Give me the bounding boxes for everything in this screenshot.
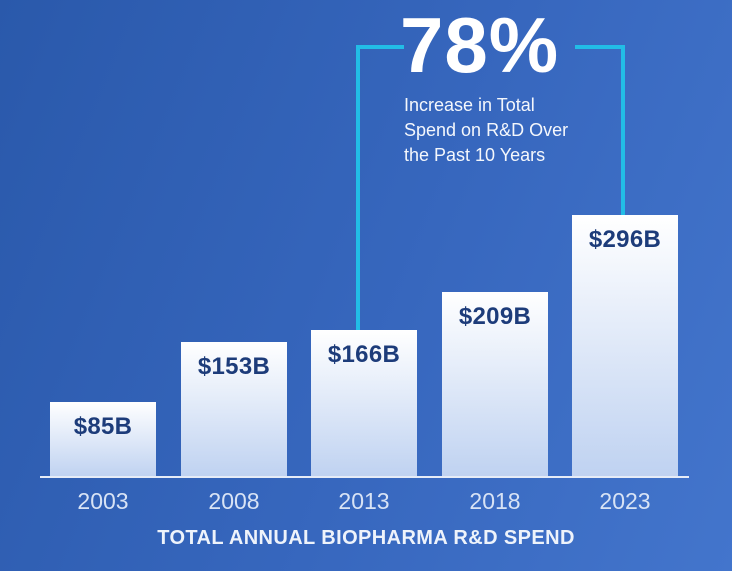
bar-2023: $296B	[572, 215, 678, 477]
category-label: 2013	[338, 488, 390, 514]
category-label: 2008	[208, 488, 260, 514]
percent-value: 78%	[400, 1, 560, 89]
bracket-left-horizontal-line	[356, 45, 404, 49]
percent-description-line-1: Increase in Total	[404, 95, 535, 115]
bracket-left-vertical-line	[356, 45, 360, 330]
bar-2018: $209B	[442, 292, 548, 477]
bar-value-label: $296B	[588, 226, 662, 253]
chart-title: TOTAL ANNUAL BIOPHARMA R&D SPEND	[157, 527, 575, 549]
x-axis-line	[40, 476, 689, 478]
bracket-right-horizontal-line	[575, 45, 625, 49]
category-label: 2023	[599, 488, 651, 514]
percent-description-line-3: the Past 10 Years	[404, 145, 546, 165]
percent-description-line-2: Spend on R&D Over	[404, 120, 569, 140]
bar-value-label: $153B	[197, 353, 271, 380]
bar-2008: $153B	[181, 342, 287, 477]
bar-2013: $166B	[311, 330, 417, 477]
bar-value-label: $209B	[458, 303, 532, 330]
category-label: 2003	[77, 488, 129, 514]
bar-value-label: $166B	[327, 341, 401, 368]
percent-description: Increase in Total Spend on R&D Over the …	[404, 93, 568, 168]
bar-2003: $85B	[50, 402, 156, 477]
bar-value-label: $85B	[73, 413, 133, 440]
bracket-right-vertical-line	[621, 45, 625, 215]
category-label: 2018	[469, 488, 521, 514]
